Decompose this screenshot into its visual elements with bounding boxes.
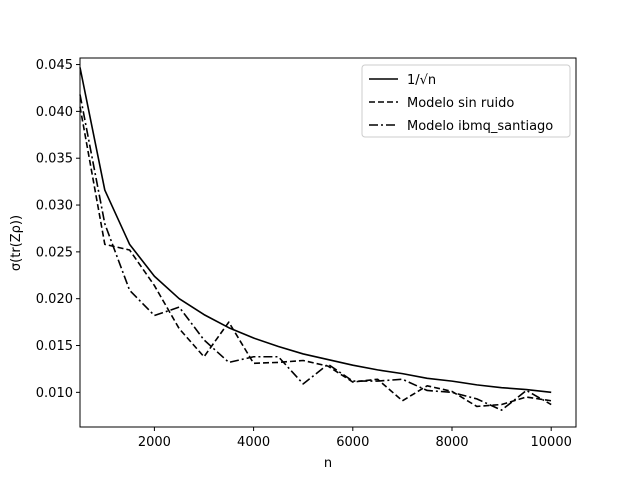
series-layer xyxy=(79,67,552,411)
y-tick-label: 0.030 xyxy=(36,199,73,214)
series-line-2 xyxy=(79,94,552,411)
legend-label-2: Modelo ibmq_santiago xyxy=(407,119,553,134)
y-tick-label: 0.040 xyxy=(36,105,73,120)
axes-frame xyxy=(79,57,577,428)
x-tick-label: 4000 xyxy=(237,435,270,450)
y-tick-label: 0.045 xyxy=(36,58,73,73)
x-tick-label: 2000 xyxy=(138,435,171,450)
x-tick-label: 6000 xyxy=(336,435,369,450)
y-tick-label: 0.035 xyxy=(36,152,73,167)
x-axis-ticks: 2000 4000 6000 8000 10000 xyxy=(138,427,572,450)
y-tick-label: 0.010 xyxy=(36,386,73,401)
legend-label-1: Modelo sin ruido xyxy=(407,96,514,111)
x-axis-label: n xyxy=(324,456,332,471)
legend-items: 1/√n Modelo sin ruido Modelo ibmq_santiago xyxy=(369,73,553,134)
y-tick-label: 0.025 xyxy=(36,245,73,260)
y-axis-label: σ(tr(Zρ)) xyxy=(9,215,24,271)
y-tick-label: 0.020 xyxy=(36,292,73,307)
series-line-1 xyxy=(79,106,552,408)
legend-label-0: 1/√n xyxy=(407,73,436,88)
legend-frame xyxy=(361,64,571,138)
plot-area: 2000 4000 6000 8000 10000 0.0100.0150.0200.0… xyxy=(36,57,577,450)
series-line-0 xyxy=(79,67,552,394)
legend: 1/√n Modelo sin ruido Modelo ibmq_santiago xyxy=(361,64,571,138)
x-tick-label: 8000 xyxy=(435,435,468,450)
y-tick-label: 0.015 xyxy=(36,339,73,354)
y-axis-ticks: 0.010 0.015 0.020 0.025 0.030 0.035 0.040 0.045 xyxy=(36,58,80,401)
x-tick-label: 10000 xyxy=(531,435,572,450)
